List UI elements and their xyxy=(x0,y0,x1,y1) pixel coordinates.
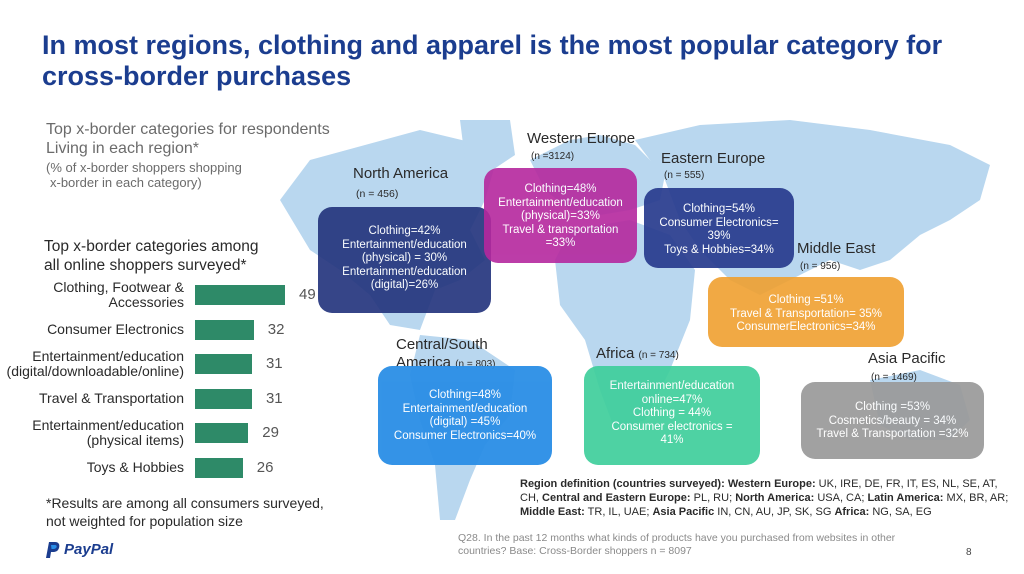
bar-category-label: Entertainment/education (digital/downloa… xyxy=(6,348,184,379)
region-box-western-europe: Clothing=48% Entertainment/education (phys… xyxy=(484,168,637,263)
region-definition: Region definition (countries surveyed): … xyxy=(520,477,1015,519)
region-definition-heading: Region definition (countries surveyed): xyxy=(520,478,725,490)
region-box-line: ConsumerElectronics=34% xyxy=(736,321,876,333)
region-box-line: 39% xyxy=(707,230,731,242)
paypal-p-icon xyxy=(46,541,60,558)
region-box-line: (physical)=33% xyxy=(521,210,600,222)
chart-heading: Top x-border categories among all online… xyxy=(44,237,259,275)
region-box-line: Clothing=54% xyxy=(683,203,755,215)
region-box-line: Travel & Transportation =32% xyxy=(816,428,969,440)
bar xyxy=(195,388,252,409)
region-box-line: Clothing=42% xyxy=(368,225,441,237)
region-definition-la-countries: MX, BR, AR; xyxy=(943,492,1009,504)
region-n-western-europe: (n =3124) xyxy=(531,151,575,162)
region-box-line: =33% xyxy=(545,237,576,249)
region-n-central-south-america: (n = 803) xyxy=(455,359,496,370)
region-box-line: Clothing=48% xyxy=(524,183,597,195)
region-name-asia-pacific: Asia Pacific xyxy=(868,350,946,367)
region-n-middle-east: (n = 956) xyxy=(800,261,841,272)
region-box-eastern-europe: Clothing=54% Consumer Electronics= 39% Toys… xyxy=(644,188,794,268)
paypal-logo-text: PayPal xyxy=(64,541,114,558)
bar-category-label: Toys & Hobbies xyxy=(86,459,184,475)
region-box-north-america: Clothing=42% Entertainment/education (phys… xyxy=(318,207,491,313)
region-n-asia-pacific: (n = 1469) xyxy=(871,372,917,383)
region-name-western-europe: Western Europe xyxy=(527,130,636,147)
footnote-line-2: not weighted for population size xyxy=(46,513,243,529)
region-box-africa: Entertainment/education online=47% Clothin… xyxy=(584,366,760,465)
region-name-eastern-europe: Eastern Europe xyxy=(661,150,766,167)
bar-category-label: Travel & Transportation xyxy=(39,390,184,406)
question-note: Q28. In the past 12 months what kinds of… xyxy=(458,532,896,557)
region-box-line: Consumer electronics = xyxy=(611,420,733,433)
region-box-line: (digital) =45% xyxy=(429,416,501,428)
slide-title: In most regions, clothing and apparel is… xyxy=(42,30,943,91)
bar-category-label: Consumer Electronics xyxy=(47,321,184,337)
region-box-line: Clothing =53% xyxy=(854,401,931,413)
region-definition-we-label: Western Europe: xyxy=(727,478,816,490)
region-box-line: 41% xyxy=(660,434,684,446)
region-intro-line-3: (% of x-border shoppers shopping xyxy=(46,160,242,175)
region-box-line: Entertainment/education xyxy=(342,238,467,251)
paypal-logo: PayPal xyxy=(46,541,113,558)
region-name-csa-line-1: Central/South xyxy=(396,336,488,353)
region-box-line: Clothing =51% xyxy=(768,294,844,306)
bar xyxy=(195,319,254,340)
chart-heading-line-2: all online shoppers surveyed* xyxy=(44,257,247,274)
region-definition-na-label: North America: xyxy=(735,492,815,504)
footnote-line-1: *Results are among all consumers surveye… xyxy=(46,495,324,511)
region-n-eastern-europe: (n = 555) xyxy=(664,170,705,181)
region-box-line: Entertainment/education xyxy=(609,380,735,392)
bar-category-label: Clothing, Footwear & Accessories xyxy=(53,279,184,310)
region-box-line: Clothing=48% xyxy=(429,389,501,401)
footnote: *Results are among all consumers surveye… xyxy=(46,494,324,530)
region-intro-line-4: x-border in each category) xyxy=(50,175,202,190)
greenland-landmass xyxy=(460,120,515,175)
region-box-line: Toys & Hobbies=34% xyxy=(664,243,774,256)
region-box-line: Travel & transportation xyxy=(502,223,619,236)
region-definition-me-countries: TR, IL, UAE; xyxy=(584,506,650,518)
region-definition-af-countries: NG, SA, EG xyxy=(869,506,932,518)
region-definition-me-label: Middle East: xyxy=(520,506,585,518)
region-intro-sub: (% of x-border shoppers shopping x-borde… xyxy=(46,160,242,190)
region-box-line: (digital)=26% xyxy=(370,279,439,291)
region-definition-we-countries: UK, IRE, DE, FR, IT, ES, NL, SE, AT, CH, xyxy=(520,478,998,504)
region-box-central-south-america: Clothing=48% Entertainment/education (digi… xyxy=(378,366,552,465)
region-definition-la-label: Latin America: xyxy=(867,492,944,504)
region-label-africa: Africa (n = 734) xyxy=(596,345,679,362)
region-definition-ap-label: Asia Pacific xyxy=(652,506,715,518)
region-intro: Top x-border categories for respondents … xyxy=(46,120,330,158)
region-definition-na-countries: USA, CA; xyxy=(814,492,865,504)
region-intro-line-2: Living in each region* xyxy=(46,140,199,157)
bar xyxy=(195,457,243,478)
region-box-line: online=47% xyxy=(641,393,703,406)
region-box-line: Clothing = 44% xyxy=(632,407,712,419)
bar xyxy=(195,423,249,443)
region-intro-line-1: Top x-border categories for respondents xyxy=(46,121,330,138)
region-name-north-america: North America xyxy=(353,165,449,182)
region-name-middle-east: Middle East xyxy=(797,240,876,257)
region-n-north-america: (n = 456) xyxy=(356,188,399,200)
region-definition-cee-label: Central and Eastern Europe: xyxy=(542,492,691,504)
region-box-line: Entertainment/education xyxy=(342,265,467,278)
region-box-line: Consumer Electronics= xyxy=(659,216,779,229)
bar xyxy=(195,354,252,374)
region-name-africa: Africa xyxy=(596,345,635,362)
region-box-line: Cosmetics/beauty = 34% xyxy=(828,414,957,427)
region-box-line: Entertainment/education xyxy=(402,402,528,415)
region-box-line: (physical) = 30% xyxy=(361,252,448,264)
region-definition-ap-countries: IN, CN, AU, JP, SK, SG xyxy=(714,506,832,518)
bar-category-label: Entertainment/education (physical items) xyxy=(32,417,184,448)
region-definition-af-label: Africa: xyxy=(834,506,870,518)
region-box-middle-east: Clothing =51% Travel & Transportation= 35… xyxy=(708,277,904,347)
region-box-line: Consumer Electronics=40% xyxy=(393,429,537,442)
region-box-line: Entertainment/education xyxy=(498,196,623,209)
region-definition-cee-countries: PL, RU; xyxy=(690,492,733,504)
page-number: 8 xyxy=(966,547,972,558)
region-box-line: Travel & Transportation= 35% xyxy=(729,307,883,320)
region-n-africa: (n = 734) xyxy=(638,350,679,361)
chart-heading-line-1: Top x-border categories among xyxy=(44,238,259,255)
region-box-asia-pacific: Clothing =53% Cosmetics/beauty = 34% Trave… xyxy=(801,382,984,459)
